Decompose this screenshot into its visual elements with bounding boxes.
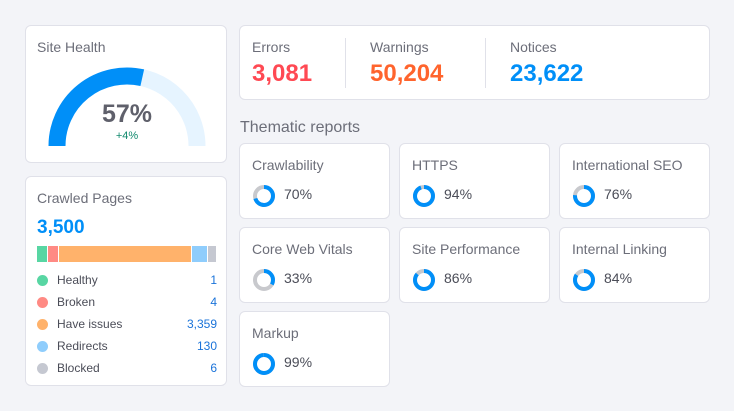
- donut-fill: [413, 185, 435, 207]
- errors-label: Errors: [252, 39, 291, 55]
- site-health-title: Site Health: [37, 39, 106, 55]
- report-title: International SEO: [572, 157, 683, 173]
- warnings-label: Warnings: [370, 39, 429, 55]
- donut-chart-icon: [253, 353, 275, 375]
- report-title: Markup: [252, 325, 299, 341]
- site-health-card[interactable]: Site Health 57% +4%: [25, 25, 227, 163]
- report-card-internal-linking[interactable]: Internal Linking 84%: [559, 227, 710, 303]
- report-card-https[interactable]: HTTPS 94%: [399, 143, 550, 219]
- legend-value[interactable]: 130: [196, 339, 217, 353]
- legend-dot: [37, 319, 48, 330]
- legend-dot: [37, 297, 48, 308]
- donut-fill: [253, 269, 275, 291]
- report-title: Crawlability: [252, 157, 324, 173]
- divider: [485, 38, 486, 88]
- report-value: 86%: [444, 270, 473, 286]
- report-card-core-web-vitals[interactable]: Core Web Vitals 33%: [239, 227, 390, 303]
- crawled-pages-card[interactable]: Crawled Pages 3,500 Healthy 1 Broken 4 Have …: [25, 176, 227, 386]
- legend-item[interactable]: Healthy 1: [37, 271, 217, 291]
- legend-label: Blocked: [57, 361, 100, 375]
- legend-value[interactable]: 6: [210, 361, 217, 375]
- report-value: 76%: [604, 186, 633, 202]
- legend-item[interactable]: Blocked 6: [37, 359, 217, 379]
- legend-dot: [37, 363, 48, 374]
- errors-value: 3,081: [252, 60, 313, 87]
- donut-chart-icon: [253, 185, 275, 207]
- divider: [345, 38, 346, 88]
- legend-item[interactable]: Have issues 3,359: [37, 315, 217, 335]
- report-title: Internal Linking: [572, 241, 667, 257]
- report-card-international-seo[interactable]: International SEO 76%: [559, 143, 710, 219]
- legend-dot: [37, 275, 48, 286]
- crawled-pages-total: 3,500: [37, 217, 85, 238]
- donut-chart-icon: [413, 269, 435, 291]
- legend-label: Healthy: [57, 273, 98, 287]
- legend-dot: [37, 341, 48, 352]
- bar-segment-blocked[interactable]: [208, 246, 216, 262]
- donut-fill: [413, 269, 435, 291]
- report-value: 99%: [284, 354, 313, 370]
- report-title: Site Performance: [412, 241, 521, 257]
- thematic-reports-title: Thematic reports: [240, 119, 361, 136]
- crawled-pages-bar: [37, 246, 216, 262]
- legend-label: Have issues: [57, 317, 123, 331]
- warnings-value: 50,204: [370, 60, 444, 87]
- report-card-crawlability[interactable]: Crawlability 70%: [239, 143, 390, 219]
- notices-value: 23,622: [510, 60, 584, 87]
- report-title: HTTPS: [412, 157, 458, 173]
- legend-value[interactable]: 1: [210, 273, 217, 287]
- bar-segment-redirects[interactable]: [192, 246, 207, 262]
- donut-fill: [573, 185, 595, 207]
- report-card-markup[interactable]: Markup 99%: [239, 311, 390, 387]
- donut-fill: [253, 185, 275, 207]
- report-card-site-performance[interactable]: Site Performance 86%: [399, 227, 550, 303]
- report-value: 94%: [444, 186, 473, 202]
- donut-chart-icon: [413, 185, 435, 207]
- report-title: Core Web Vitals: [252, 241, 353, 257]
- donut-fill: [253, 353, 275, 375]
- report-value: 33%: [284, 270, 313, 286]
- legend-item[interactable]: Broken 4: [37, 293, 217, 313]
- crawled-pages-title: Crawled Pages: [37, 190, 132, 206]
- bar-segment-broken[interactable]: [48, 246, 58, 262]
- legend-value[interactable]: 3,359: [186, 317, 217, 331]
- notices-label: Notices: [510, 39, 557, 55]
- site-health-value: 57%: [101, 100, 153, 128]
- donut-chart-icon: [573, 185, 595, 207]
- legend-value[interactable]: 4: [210, 295, 217, 309]
- bar-segment-have-issues[interactable]: [59, 246, 191, 262]
- legend-item[interactable]: Redirects 130: [37, 337, 217, 357]
- gauge-fill: [48, 67, 145, 147]
- report-value: 70%: [284, 186, 313, 202]
- site-health-change: +4%: [115, 130, 139, 142]
- legend-label: Broken: [57, 295, 96, 309]
- legend-label: Redirects: [57, 339, 108, 353]
- bar-segment-healthy[interactable]: [37, 246, 47, 262]
- report-value: 84%: [604, 270, 633, 286]
- donut-chart-icon: [253, 269, 275, 291]
- issues-summary-card: Errors 3,081 Warnings 50,204 Notices 23,…: [239, 25, 710, 100]
- donut-fill: [573, 269, 595, 291]
- donut-chart-icon: [573, 269, 595, 291]
- site-health-gauge: [48, 67, 206, 147]
